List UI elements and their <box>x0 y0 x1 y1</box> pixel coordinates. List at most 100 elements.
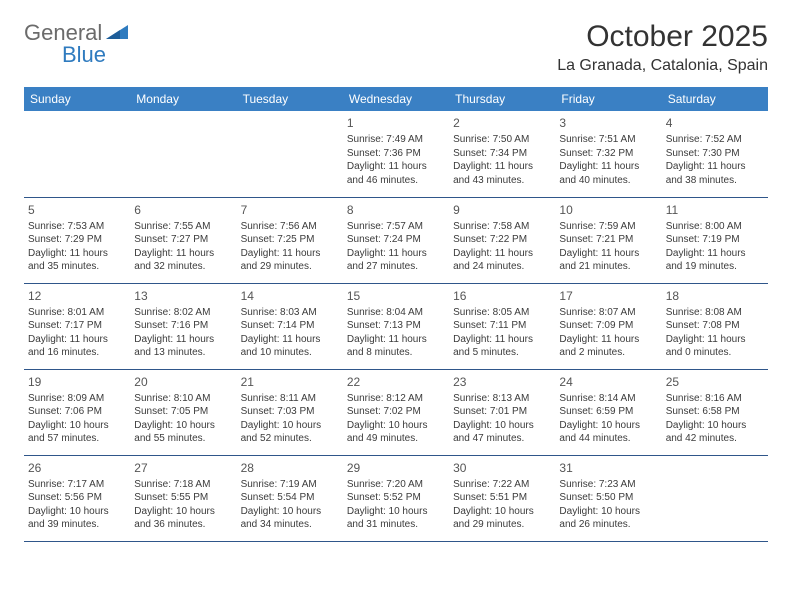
day-cell: 17Sunrise: 8:07 AMSunset: 7:09 PMDayligh… <box>555 283 661 369</box>
day-cell: 27Sunrise: 7:18 AMSunset: 5:55 PMDayligh… <box>130 455 236 541</box>
sunrise-line: Sunrise: 8:05 AM <box>453 306 551 320</box>
sunrise-line: Sunrise: 8:12 AM <box>347 392 445 406</box>
dow-thursday: Thursday <box>449 87 555 111</box>
sunrise-line: Sunrise: 7:23 AM <box>559 478 657 492</box>
sunset-line: Sunset: 7:09 PM <box>559 319 657 333</box>
sunrise-line: Sunrise: 7:56 AM <box>241 220 339 234</box>
sunrise-line: Sunrise: 7:19 AM <box>241 478 339 492</box>
daylight-line: Daylight: 11 hours and 38 minutes. <box>666 160 764 187</box>
daylight-line: Daylight: 11 hours and 35 minutes. <box>28 247 126 274</box>
day-number: 30 <box>453 460 551 476</box>
week-row: 26 Sunrise: 7:17 AMSunset: 5:56 PM Dayligh… <box>24 455 768 541</box>
day-cell <box>237 111 343 197</box>
day-cell: 10Sunrise: 7:59 AMSunset: 7:21 PMDayligh… <box>555 197 661 283</box>
daylight-line: Daylight: 11 hours and 10 minutes. <box>241 333 339 360</box>
day-cell: 22Sunrise: 8:12 AMSunset: 7:02 PMDayligh… <box>343 369 449 455</box>
daylight-line: Daylight: 11 hours and 8 minutes. <box>347 333 445 360</box>
day-cell: 19Sunrise: 8:09 AMSunset: 7:06 PMDayligh… <box>24 369 130 455</box>
day-cell: 11Sunrise: 8:00 AMSunset: 7:19 PMDayligh… <box>662 197 768 283</box>
sunrise-line: Sunrise: 7:58 AM <box>453 220 551 234</box>
day-number: 8 <box>347 202 445 218</box>
day-number: 7 <box>241 202 339 218</box>
day-number: 3 <box>559 115 657 131</box>
sunrise-line: Sunrise: 8:14 AM <box>559 392 657 406</box>
day-cell: 18Sunrise: 8:08 AMSunset: 7:08 PMDayligh… <box>662 283 768 369</box>
day-cell: 25Sunrise: 8:16 AMSunset: 6:58 PMDayligh… <box>662 369 768 455</box>
daylight-line: Daylight: 11 hours and 46 minutes. <box>347 160 445 187</box>
daylight-line: Daylight: 11 hours and 24 minutes. <box>453 247 551 274</box>
day-number: 31 <box>559 460 657 476</box>
day-cell: 12Sunrise: 8:01 AMSunset: 7:17 PMDayligh… <box>24 283 130 369</box>
sunrise-line: Sunrise: 8:13 AM <box>453 392 551 406</box>
day-cell: 13Sunrise: 8:02 AMSunset: 7:16 PMDayligh… <box>130 283 236 369</box>
day-cell: 21Sunrise: 8:11 AMSunset: 7:03 PMDayligh… <box>237 369 343 455</box>
sunrise-line: Sunrise: 7:49 AM <box>347 133 445 147</box>
daylight-line: Daylight: 11 hours and 43 minutes. <box>453 160 551 187</box>
sunset-line: Sunset: 7:05 PM <box>134 405 232 419</box>
day-number: 14 <box>241 288 339 304</box>
daylight-line: Daylight: 10 hours and 52 minutes. <box>241 419 339 446</box>
dow-sunday: Sunday <box>24 87 130 111</box>
logo-triangle-icon <box>106 22 128 45</box>
dow-monday: Monday <box>130 87 236 111</box>
sunset-line: Sunset: 7:19 PM <box>666 233 764 247</box>
day-cell: 9Sunrise: 7:58 AMSunset: 7:22 PMDaylight… <box>449 197 555 283</box>
day-cell: 28Sunrise: 7:19 AMSunset: 5:54 PMDayligh… <box>237 455 343 541</box>
daylight-line: Daylight: 10 hours and 44 minutes. <box>559 419 657 446</box>
sunrise-line: Sunrise: 8:16 AM <box>666 392 764 406</box>
sunrise-line: Sunrise: 8:00 AM <box>666 220 764 234</box>
dow-tuesday: Tuesday <box>237 87 343 111</box>
daylight-line: Daylight: 10 hours and 42 minutes. <box>666 419 764 446</box>
day-cell: 2Sunrise: 7:50 AMSunset: 7:34 PMDaylight… <box>449 111 555 197</box>
sunrise-line: Sunrise: 8:07 AM <box>559 306 657 320</box>
dow-wednesday: Wednesday <box>343 87 449 111</box>
daylight-line: Daylight: 10 hours and 36 minutes. <box>134 505 232 532</box>
logo-text-2-wrap: Blue <box>24 42 106 68</box>
sunset-line: Sunset: 6:58 PM <box>666 405 764 419</box>
day-number: 26 <box>28 460 126 476</box>
day-number: 1 <box>347 115 445 131</box>
day-number: 5 <box>28 202 126 218</box>
daylight-line: Daylight: 10 hours and 47 minutes. <box>453 419 551 446</box>
calendar-table: Sunday Monday Tuesday Wednesday Thursday… <box>24 87 768 542</box>
sunrise-line: Sunrise: 7:53 AM <box>28 220 126 234</box>
day-number: 20 <box>134 374 232 390</box>
day-cell: 31Sunrise: 7:23 AMSunset: 5:50 PMDayligh… <box>555 455 661 541</box>
daylight-line: Daylight: 11 hours and 19 minutes. <box>666 247 764 274</box>
sunset-line: Sunset: 7:24 PM <box>347 233 445 247</box>
dow-row: Sunday Monday Tuesday Wednesday Thursday… <box>24 87 768 111</box>
day-cell: 26Sunrise: 7:17 AMSunset: 5:56 PMDayligh… <box>24 455 130 541</box>
daylight-line: Daylight: 11 hours and 16 minutes. <box>28 333 126 360</box>
day-number: 4 <box>666 115 764 131</box>
sunset-line: Sunset: 5:52 PM <box>347 491 445 505</box>
daylight-line: Daylight: 10 hours and 31 minutes. <box>347 505 445 532</box>
day-number: 19 <box>28 374 126 390</box>
title-block: October 2025 La Granada, Catalonia, Spai… <box>557 20 768 75</box>
day-number: 16 <box>453 288 551 304</box>
sunset-line: Sunset: 7:16 PM <box>134 319 232 333</box>
sunset-line: Sunset: 7:13 PM <box>347 319 445 333</box>
day-cell: 30Sunrise: 7:22 AMSunset: 5:51 PMDayligh… <box>449 455 555 541</box>
sunset-line: Sunset: 5:56 PM <box>28 491 126 505</box>
dow-saturday: Saturday <box>662 87 768 111</box>
day-cell <box>24 111 130 197</box>
sunset-line: Sunset: 7:06 PM <box>28 405 126 419</box>
sunset-line: Sunset: 7:27 PM <box>134 233 232 247</box>
day-cell <box>662 455 768 541</box>
week-row: 19Sunrise: 8:09 AMSunset: 7:06 PMDayligh… <box>24 369 768 455</box>
day-number: 15 <box>347 288 445 304</box>
day-cell: 15Sunrise: 8:04 AMSunset: 7:13 PMDayligh… <box>343 283 449 369</box>
week-row: 5Sunrise: 7:53 AMSunset: 7:29 PMDaylight… <box>24 197 768 283</box>
day-cell: 4Sunrise: 7:52 AMSunset: 7:30 PMDaylight… <box>662 111 768 197</box>
sunset-line: Sunset: 5:51 PM <box>453 491 551 505</box>
day-number: 29 <box>347 460 445 476</box>
day-number: 6 <box>134 202 232 218</box>
sunrise-line: Sunrise: 7:50 AM <box>453 133 551 147</box>
sunrise-line: Sunrise: 8:02 AM <box>134 306 232 320</box>
day-cell: 20Sunrise: 8:10 AMSunset: 7:05 PMDayligh… <box>130 369 236 455</box>
sunrise-line: Sunrise: 7:17 AM <box>28 478 126 492</box>
day-cell: 8Sunrise: 7:57 AMSunset: 7:24 PMDaylight… <box>343 197 449 283</box>
header: General October 2025 La Granada, Catalon… <box>24 20 768 75</box>
day-number: 18 <box>666 288 764 304</box>
sunset-line: Sunset: 7:21 PM <box>559 233 657 247</box>
